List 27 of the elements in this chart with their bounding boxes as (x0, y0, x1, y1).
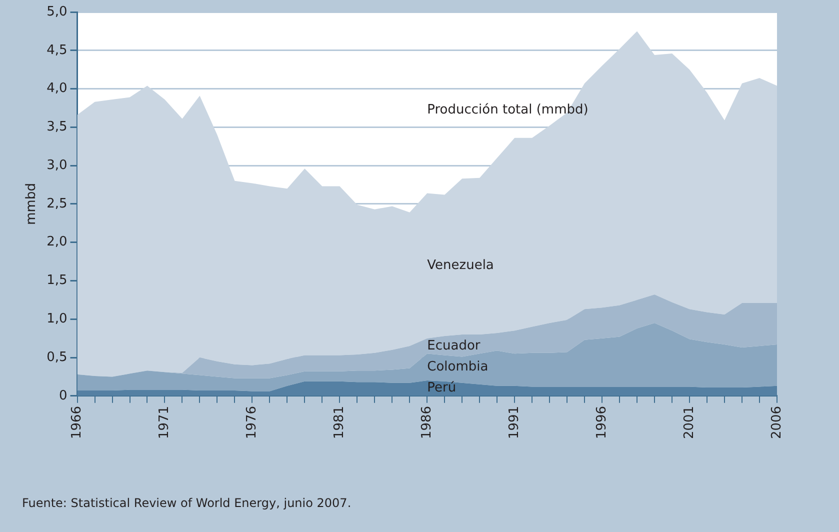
series-label: Colombia (427, 359, 488, 374)
y-tick-label: 1,0 (46, 312, 68, 327)
y-tick-label: 2,5 (46, 196, 68, 212)
y-tick-label: 5,0 (46, 4, 68, 20)
x-tick-label: 1971 (157, 406, 172, 440)
x-tick-label: 1996 (594, 406, 610, 440)
x-tick-label: 1986 (420, 406, 435, 440)
x-tick-label: 2001 (682, 406, 697, 440)
y-axis-title: mmbd (24, 183, 40, 225)
y-tick-label: 0 (58, 388, 68, 404)
y-tick-label: 2,0 (46, 234, 68, 250)
annotation: Producción total (mmbd) (427, 102, 588, 118)
x-tick-label: 1966 (70, 406, 85, 440)
y-tick-label: 4,5 (46, 42, 68, 58)
y-tick-label: 4,0 (46, 81, 68, 96)
source-note: Fuente: Statistical Review of World Energy, junio 2007. (22, 496, 352, 510)
series-label: Perú (427, 380, 456, 396)
y-tick-label: 3,0 (46, 158, 68, 173)
x-tick-label: 1981 (332, 406, 348, 440)
x-tick-label: 2006 (769, 406, 784, 440)
series-label: Venezuela (427, 258, 494, 274)
x-tick-label: 1976 (244, 406, 260, 440)
y-tick-label: 0,5 (46, 350, 68, 365)
y-tick-label: 1,5 (46, 273, 68, 288)
x-tick-label: 1991 (506, 406, 522, 440)
y-tick-label: 3,5 (46, 120, 68, 135)
series-label: Ecuador (427, 338, 481, 354)
